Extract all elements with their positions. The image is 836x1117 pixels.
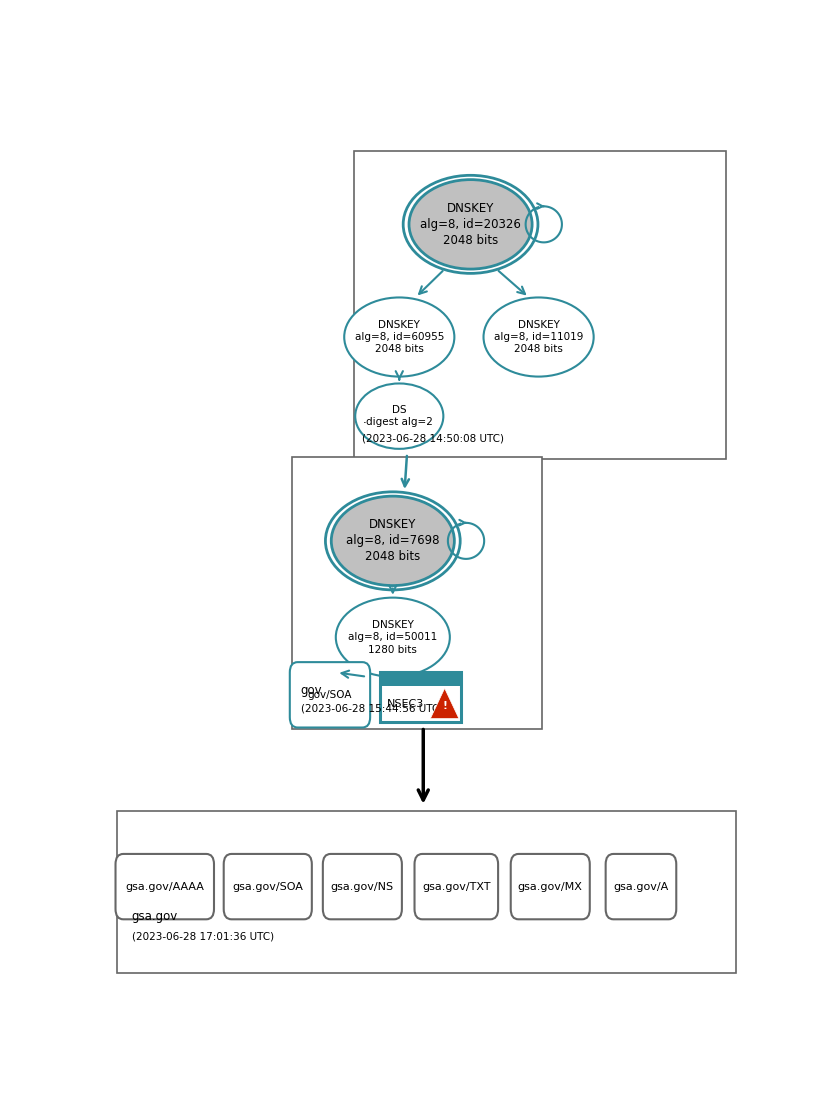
Ellipse shape [331, 496, 455, 585]
Bar [380, 672, 461, 723]
Text: (2023-06-28 15:44:56 UTC): (2023-06-28 15:44:56 UTC) [301, 704, 443, 714]
Text: DS
digest alg=2: DS digest alg=2 [366, 405, 433, 428]
FancyBboxPatch shape [224, 853, 312, 919]
Bar [380, 672, 461, 687]
Bar [293, 458, 542, 729]
Ellipse shape [344, 297, 455, 376]
Polygon shape [431, 688, 459, 718]
Text: !: ! [442, 701, 447, 712]
Bar [354, 151, 726, 459]
Text: DNSKEY
alg=8, id=7698
2048 bits: DNSKEY alg=8, id=7698 2048 bits [346, 518, 440, 563]
Text: (2023-06-28 14:50:08 UTC): (2023-06-28 14:50:08 UTC) [362, 433, 504, 443]
Text: .: . [362, 413, 366, 427]
FancyBboxPatch shape [511, 853, 589, 919]
Text: gov/SOA: gov/SOA [308, 690, 352, 700]
Ellipse shape [409, 180, 533, 269]
FancyBboxPatch shape [290, 662, 370, 727]
Text: gov: gov [301, 684, 323, 697]
Ellipse shape [336, 598, 450, 677]
FancyBboxPatch shape [323, 853, 402, 919]
Text: gsa.gov/AAAA: gsa.gov/AAAA [125, 881, 204, 891]
Text: gsa.gov: gsa.gov [132, 909, 178, 923]
Text: gsa.gov/NS: gsa.gov/NS [331, 881, 394, 891]
Bar [117, 811, 737, 973]
Ellipse shape [483, 297, 594, 376]
FancyBboxPatch shape [115, 853, 214, 919]
Text: DNSKEY
alg=8, id=60955
2048 bits: DNSKEY alg=8, id=60955 2048 bits [354, 319, 444, 354]
Text: gsa.gov/A: gsa.gov/A [614, 881, 669, 891]
Text: DNSKEY
alg=8, id=50011
1280 bits: DNSKEY alg=8, id=50011 1280 bits [348, 620, 437, 655]
FancyBboxPatch shape [415, 853, 498, 919]
FancyBboxPatch shape [605, 853, 676, 919]
Text: NSEC3: NSEC3 [387, 699, 425, 709]
Text: gsa.gov/MX: gsa.gov/MX [517, 881, 583, 891]
Text: (2023-06-28 17:01:36 UTC): (2023-06-28 17:01:36 UTC) [132, 932, 274, 942]
Text: DNSKEY
alg=8, id=11019
2048 bits: DNSKEY alg=8, id=11019 2048 bits [494, 319, 584, 354]
Ellipse shape [355, 383, 443, 449]
Text: DNSKEY
alg=8, id=20326
2048 bits: DNSKEY alg=8, id=20326 2048 bits [421, 202, 521, 247]
Text: gsa.gov/SOA: gsa.gov/SOA [232, 881, 303, 891]
Text: gsa.gov/TXT: gsa.gov/TXT [422, 881, 491, 891]
